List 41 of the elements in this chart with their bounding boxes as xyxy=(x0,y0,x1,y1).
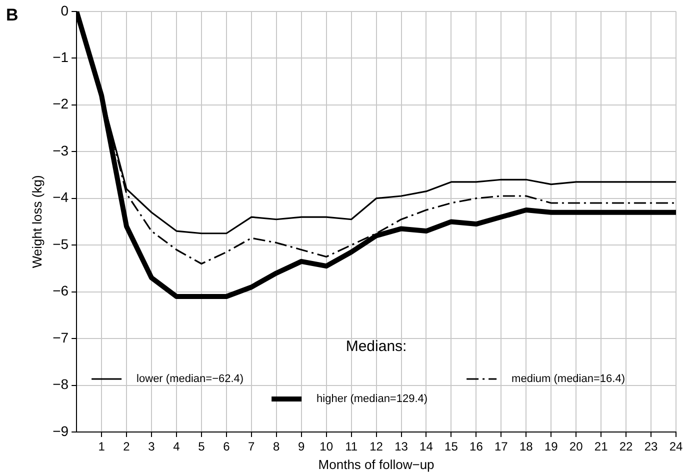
x-tick-label: 18 xyxy=(519,440,534,454)
x-tick-label: 11 xyxy=(345,440,358,454)
x-tick-label: 10 xyxy=(320,440,334,454)
y-tick-label: −7 xyxy=(52,329,69,346)
legend-label: medium (median=16.4) xyxy=(512,373,625,386)
x-tick-label: 12 xyxy=(370,440,384,454)
y-tick-label: 0 xyxy=(60,2,69,18)
x-tick-label: 7 xyxy=(248,440,256,454)
x-tick-label: 5 xyxy=(198,440,206,454)
x-tick-label: 4 xyxy=(173,440,180,454)
x-tick-label: 19 xyxy=(544,440,558,454)
x-axis-title: Months of follow−up xyxy=(318,456,434,472)
x-tick-label: 2 xyxy=(123,440,130,454)
y-tick-label: −3 xyxy=(52,142,69,158)
y-tick-label: −8 xyxy=(52,376,69,392)
x-tick-label: 23 xyxy=(644,440,658,454)
x-tick-label: 8 xyxy=(273,440,280,454)
x-tick-label: 1 xyxy=(98,440,106,454)
y-axis-title: Weight loss (kg) xyxy=(29,175,44,268)
x-tick-label: 16 xyxy=(470,440,484,454)
legend-title: Medians: xyxy=(346,338,407,356)
x-tick-label: 17 xyxy=(494,440,508,454)
legend-label: higher (median=129.4) xyxy=(316,393,428,406)
x-tick-label: 15 xyxy=(444,440,458,454)
x-tick-label: 20 xyxy=(569,440,584,454)
y-tick-label: −4 xyxy=(52,189,69,206)
x-tick-label: 3 xyxy=(148,440,156,454)
chart-title: B xyxy=(6,6,18,25)
legend-label: lower (median=−62.4) xyxy=(136,373,244,386)
y-tick-label: −9 xyxy=(52,422,69,439)
y-tick-label: −2 xyxy=(52,96,69,112)
x-tick-label: 13 xyxy=(394,440,408,454)
y-tick-label: −5 xyxy=(52,236,69,252)
x-tick-label: 24 xyxy=(669,440,683,454)
y-tick-label: −1 xyxy=(52,48,69,65)
x-tick-label: 9 xyxy=(298,440,306,454)
x-tick-label: 14 xyxy=(420,440,434,454)
x-tick-label: 6 xyxy=(223,440,230,454)
y-tick-label: −6 xyxy=(52,282,69,299)
x-tick-label: 21 xyxy=(594,440,608,454)
x-tick-label: 22 xyxy=(619,440,634,454)
